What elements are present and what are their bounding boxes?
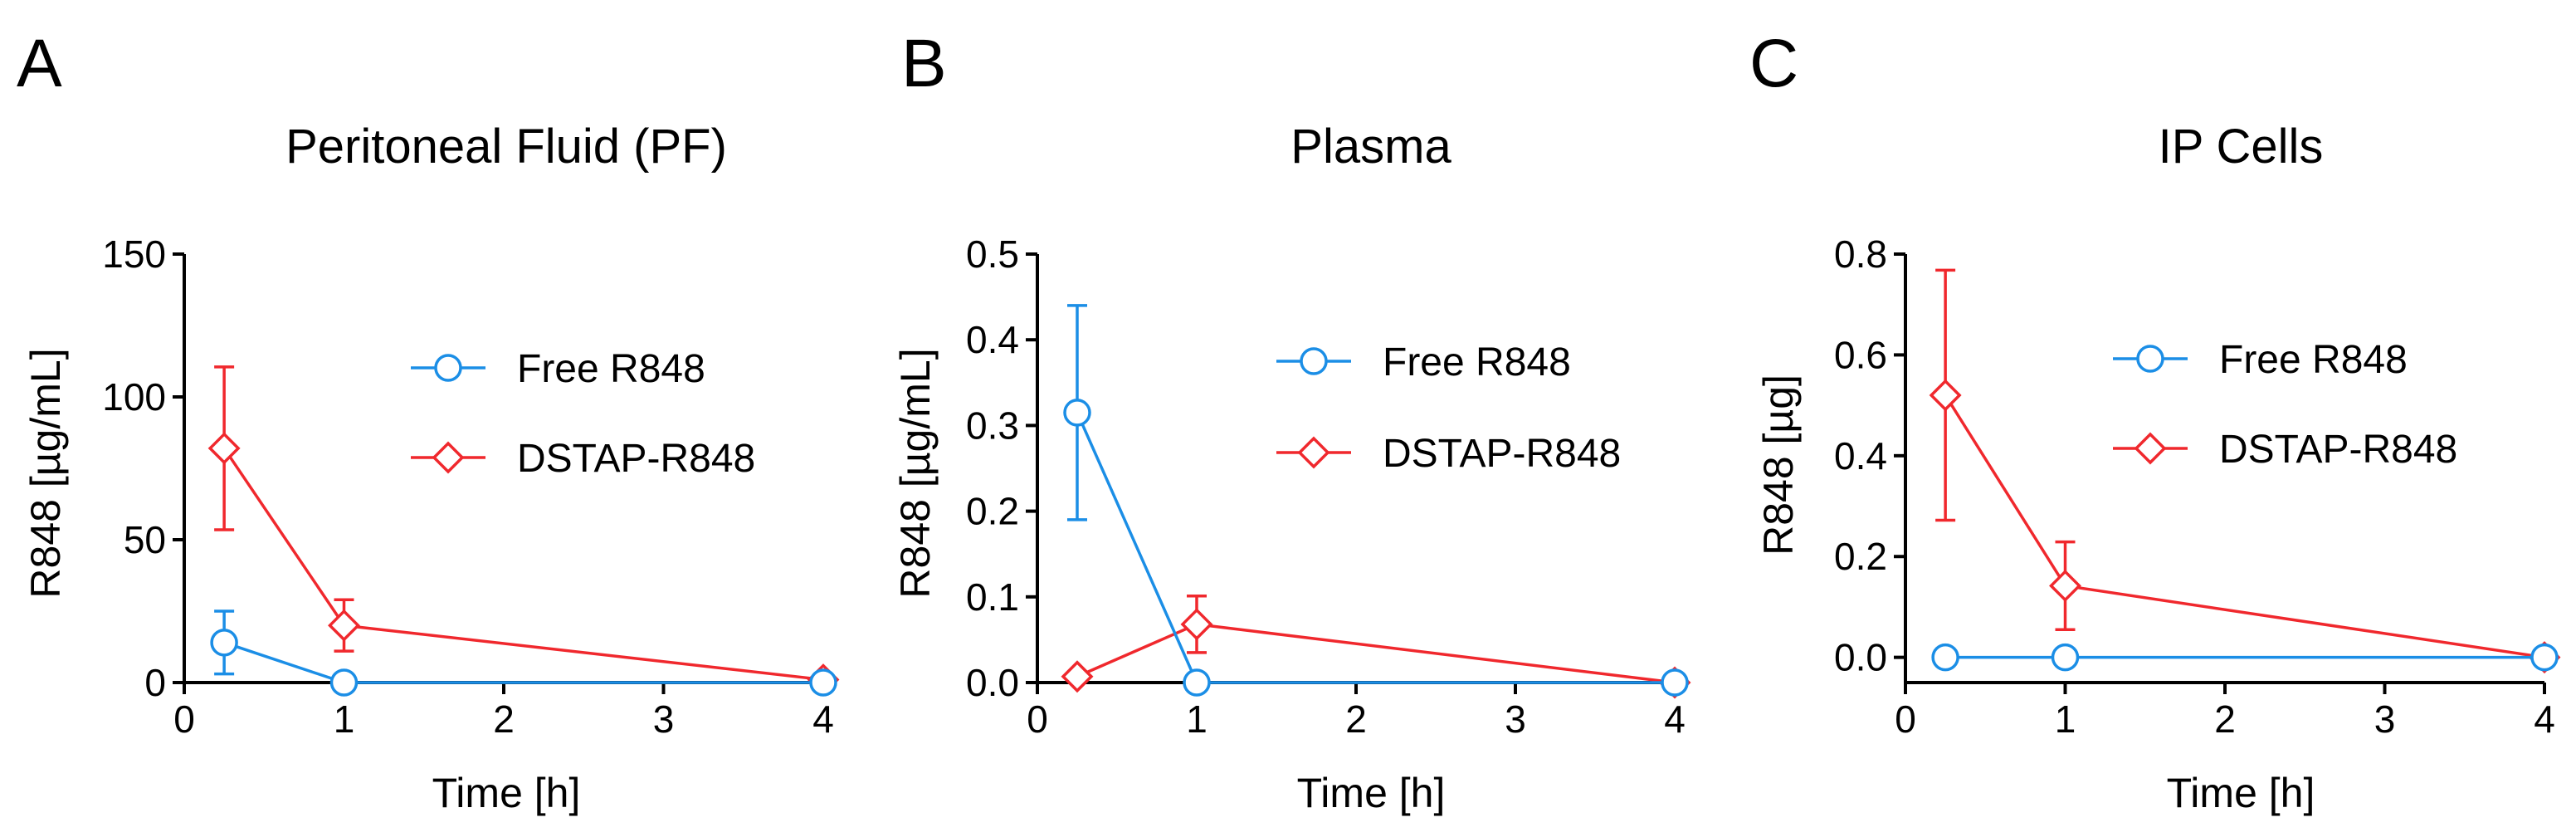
data-point [2049,569,2081,602]
y-tick-label: 0.4 [1834,434,1887,477]
series-line [222,447,824,682]
panel-title: Plasma [1290,120,1451,174]
y-axis-label: R848 [µg/mL] [22,348,69,598]
y-tick-label: 0.3 [966,404,1019,447]
x-tick-label: 1 [334,698,355,741]
x-tick-label: 3 [2374,698,2396,741]
series-layer [1061,304,1691,699]
legend: Free R848 DSTAP-R848 [1276,340,1621,476]
legend-free-label: Free R848 [517,347,705,391]
x-axis-label: Time [h] [2167,770,2315,816]
x-tick-label: 4 [2534,698,2555,741]
y-tick-label: 0 [144,661,166,704]
data-point [1180,608,1213,641]
x-tick-label: 3 [653,698,675,741]
y-tick-label: 100 [102,375,166,418]
x-tick-label: 3 [1505,698,1526,741]
data-point [207,432,241,465]
data-point [328,609,360,642]
y-tick-label: 150 [102,232,166,276]
series-line [223,641,823,684]
y-tick-label: 50 [124,518,166,561]
y-axis-label: R848 [µg/mL] [892,348,939,598]
panel-a: A Peritoneal Fluid (PF) Time [h] R848 [µ… [17,26,840,816]
y-tick-label: 0.8 [1834,232,1887,276]
legend-dstap-marker [2134,432,2167,465]
panel-letter: B [901,26,947,101]
x-tick-label: 1 [2055,698,2076,741]
panel-letter: C [1749,26,1798,101]
data-point [2051,643,2080,672]
data-point [809,668,837,697]
legend-free-label: Free R848 [2219,338,2408,382]
data-point [2530,643,2559,672]
data-point [329,668,359,697]
axis-ticks: 0 50 100 150 0 1 2 3 4 [102,232,834,741]
x-tick-label: 0 [1895,698,1916,741]
panel-b: B Plasma Time [h] R848 [µg/mL] 0.0 0.1 0.2… [892,26,1691,816]
axis-ticks: 0.0 0.2 0.4 0.6 0.8 0 1 2 3 4 [1834,232,2555,741]
data-point [1661,668,1689,697]
x-tick-label: 2 [1345,698,1367,741]
legend-free-marker [2136,345,2164,373]
legend-dstap-marker [1297,436,1330,469]
x-tick-label: 2 [493,698,515,741]
y-tick-label: 0.1 [966,575,1019,619]
legend-free-marker [434,354,462,382]
y-tick-label: 0.0 [966,661,1019,704]
y-axis-label: R848 [µg] [1755,374,1802,556]
legend: Free R848 DSTAP-R848 [411,347,755,481]
panel-c: C IP Cells Time [h] R848 [µg] 0.00.20.40… [1749,26,2561,816]
y-tick-label: 0.6 [1834,333,1887,376]
legend-free-marker [1300,347,1328,375]
series-line [1076,623,1676,684]
x-tick-label: 0 [173,698,195,741]
y-tick-label: 0.2 [966,490,1019,533]
panel-title: IP Cells [2159,120,2324,174]
data-point [1931,643,1959,672]
legend-dstap-marker [432,441,465,474]
x-tick-label: 4 [812,698,834,741]
legend-dstap-label: DSTAP-R848 [2219,428,2457,472]
series-layer [207,365,840,697]
y-tick-label: 0.2 [1834,535,1887,578]
y-tick-label: 0.0 [1834,636,1887,679]
panel-title: Peritoneal Fluid (PF) [285,120,727,174]
x-tick-label: 4 [1664,698,1686,741]
x-axis-label: Time [h] [432,770,581,816]
legend: Free R848 DSTAP-R848 [2113,338,2457,472]
data-point [210,629,238,657]
x-tick-label: 2 [2214,698,2236,741]
x-axis-label: Time [h] [1297,770,1446,816]
legend-free-label: Free R848 [1383,340,1571,384]
legend-dstap-label: DSTAP-R848 [517,437,755,481]
x-tick-label: 0 [1027,698,1048,741]
legend-dstap-label: DSTAP-R848 [1383,432,1621,476]
data-point [1061,660,1094,693]
x-tick-label: 1 [1186,698,1208,741]
y-tick-label: 0.4 [966,318,1019,361]
y-tick-label: 0.5 [966,232,1019,276]
data-point [1063,399,1091,427]
data-point [1183,668,1211,697]
series-layer [1929,268,2561,674]
panel-letter: A [17,26,62,101]
data-point [1929,379,1962,412]
